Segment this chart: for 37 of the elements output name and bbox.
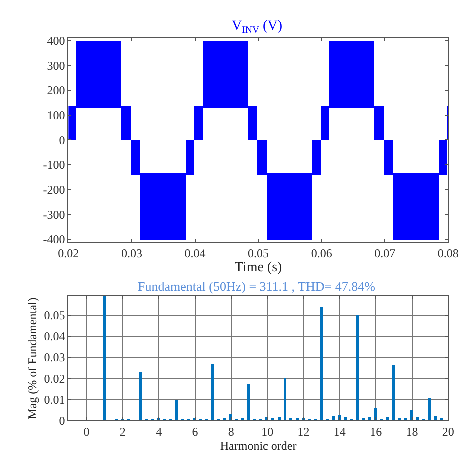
y-tick-label: 200: [47, 84, 66, 98]
x-tick-label: 0.03: [121, 246, 142, 260]
y-tick-label: -300: [43, 208, 66, 222]
x-tick-label: 18: [406, 425, 418, 440]
x-tick-label: 0.08: [438, 246, 459, 260]
x-tick-label: 12: [298, 425, 310, 440]
y-tick-label: 0.04: [44, 330, 66, 344]
x-axis-title: Harmonic order: [220, 439, 297, 454]
x-tick-label: 6: [192, 425, 198, 440]
y-axis-title: Mag (% of Fundamental): [26, 298, 40, 420]
y-tick-label: -100: [43, 158, 66, 172]
x-tick-label: 0.07: [374, 246, 396, 260]
x-tick-label: 0.04: [184, 246, 206, 260]
x-tick-label: 0.06: [311, 246, 332, 260]
x-tick-label: 2: [120, 425, 126, 440]
x-tick-label: 14: [334, 425, 346, 440]
y-tick-label: 300: [47, 58, 66, 73]
y-tick-label: 100: [47, 108, 66, 123]
y-tick-label: 0.05: [44, 308, 66, 323]
x-tick-label: 0.05: [248, 246, 270, 260]
x-tick-label: 0: [84, 425, 90, 440]
y-tick-label: 0.02: [44, 372, 66, 386]
chart-title: Fundamental (50Hz) = 311.1 , THD= 47.84%: [138, 279, 376, 294]
x-tick-label: 16: [370, 425, 382, 440]
x-tick-label: 8: [228, 425, 234, 440]
y-tick-label: 0: [59, 133, 66, 148]
x-tick-label: 20: [442, 425, 454, 440]
y-tick-label: 0: [59, 414, 66, 428]
y-tick-label: 0.01: [44, 392, 66, 407]
x-tick-label: 4: [156, 425, 162, 440]
chart-title: V$_{INV}$ (V): [232, 19, 283, 36]
x-axis-title: Time (s): [234, 260, 283, 276]
y-tick-label: 0.03: [44, 350, 66, 365]
y-tick-label: 400: [47, 34, 66, 48]
x-tick-label: 10: [262, 425, 274, 440]
y-tick-label: -200: [43, 183, 66, 198]
y-tick-label: -400: [43, 232, 66, 247]
